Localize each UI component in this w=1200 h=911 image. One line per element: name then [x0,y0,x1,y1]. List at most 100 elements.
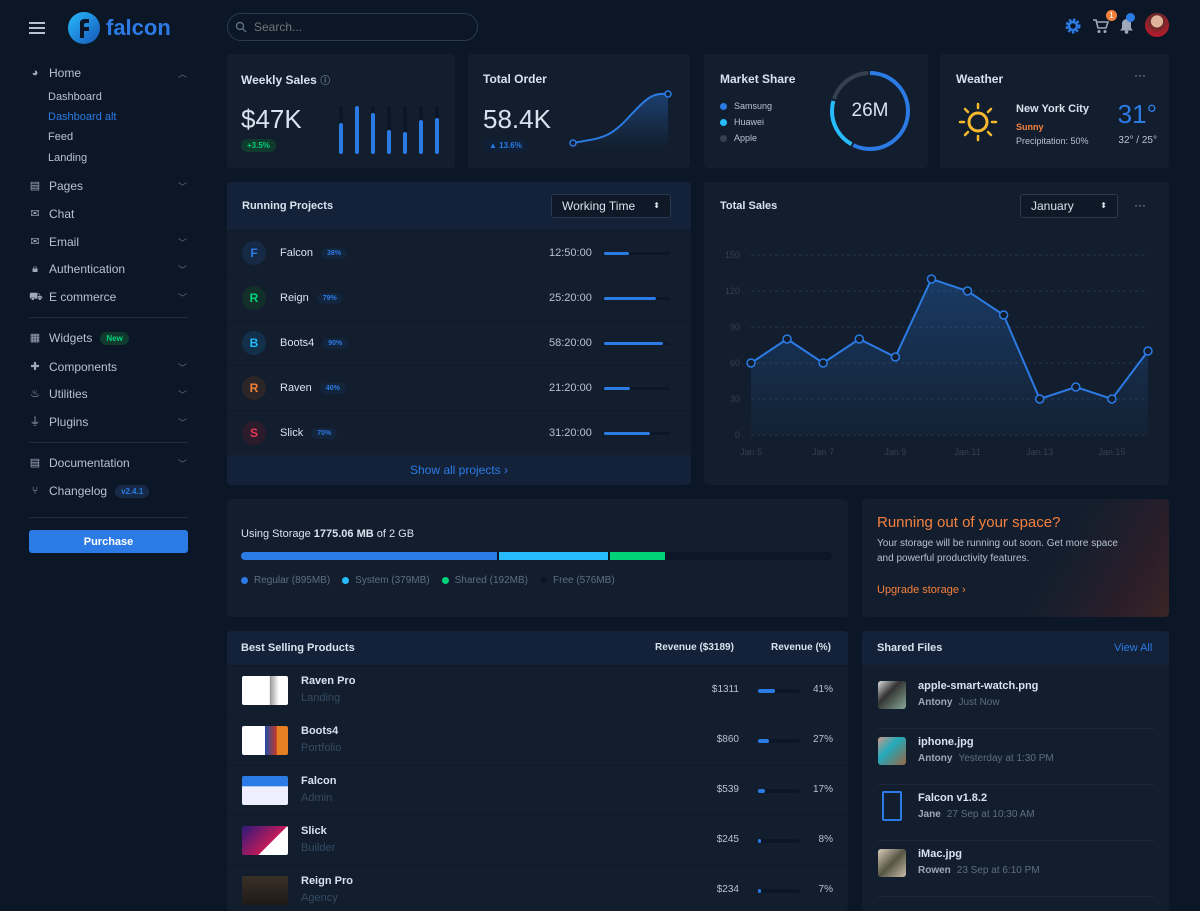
product-row[interactable]: Slick Builder $245 8% [227,815,848,865]
project-name: Raven [280,382,312,394]
project-progress-bar [604,431,670,435]
product-row[interactable]: Raven Pro Landing $1311 41% [227,665,848,715]
sidebar-item-home[interactable]: ◕ Home ︿ [29,66,189,80]
product-thumbnail [242,876,288,905]
weather-card: Weather ··· New York City Sunny Precipit… [940,54,1169,168]
sidebar-item-label: Changelog [49,484,108,498]
product-row[interactable]: Reign Pro Agency $234 7% [227,865,848,911]
file-name[interactable]: iMac.jpg [918,848,963,860]
project-percent-badge: 79% [316,292,343,304]
sales-point[interactable] [926,274,937,284]
sidebar-item-documentation[interactable]: ▤ Documentation ﹀ [29,456,189,470]
weekly-sales-title: Weekly Sales [241,73,317,87]
sales-point[interactable] [782,334,792,344]
settings-gear-icon[interactable] [1064,17,1082,35]
weekly-bar [435,118,439,154]
project-row[interactable]: F Falcon 38% 12:50:00 [227,230,691,275]
sidebar-item-changelog[interactable]: ⑂ Changelog v2.4.1 [29,484,189,498]
sales-point[interactable] [890,352,901,362]
storage-segment [499,552,608,560]
search-input[interactable] [227,13,478,41]
sidebar-sub-dashboard[interactable]: Dashboard [48,91,102,103]
cart-icon[interactable] [1092,18,1109,34]
sidebar-item-utilities[interactable]: ♨ Utilities ﹀ [29,387,189,401]
file-name[interactable]: iphone.jpg [918,736,974,748]
sidebar-item-email[interactable]: ✉ Email ﹀ [29,235,189,249]
sidebar-item-widgets[interactable]: ▦ Widgets New [29,331,189,345]
sales-point[interactable] [1034,394,1045,404]
revenue-pct-column-header[interactable]: Revenue (%) [771,642,832,653]
menu-toggle-icon[interactable] [29,22,45,34]
zip-file-icon [882,791,902,821]
sidebar-item-plugins[interactable]: ⏚ Plugins ﹀ [29,415,189,429]
sidebar-sub-feed[interactable]: Feed [48,131,74,143]
sort-icon: ⬍ [1100,201,1107,210]
project-row[interactable]: R Reign 79% 25:20:00 [227,275,691,320]
product-row[interactable]: Falcon Admin $539 17% [227,765,848,815]
puzzle-icon: ✚ [30,361,40,373]
shared-file-row[interactable]: iMac.jpg Rowen 23 Sep at 6:10 PM [878,841,1154,897]
upgrade-storage-link[interactable]: Upgrade storage › [877,584,966,596]
file-name[interactable]: apple-smart-watch.png [918,680,1039,692]
project-time: 58:20:00 [549,337,592,349]
show-all-projects-link[interactable]: Show all projects › [409,463,509,477]
purchase-button[interactable]: Purchase [29,530,188,553]
product-revenue-bar [758,689,800,693]
product-revenue-bar [758,789,800,793]
sidebar-item-authentication[interactable]: 🔒︎ Authentication ﹀ [29,262,189,276]
sidebar-item-pages[interactable]: ▤ Pages ﹀ [29,179,189,193]
sales-point[interactable] [854,334,865,344]
product-name[interactable]: Raven Pro [301,675,356,687]
month-select[interactable]: January ⬍ [1020,194,1118,218]
brand-logo[interactable]: falcon [68,12,171,44]
sales-point[interactable] [746,358,756,368]
sales-point[interactable] [1107,394,1117,404]
product-name[interactable]: Reign Pro [301,875,353,887]
info-icon[interactable]: ⓘ [320,76,331,87]
product-name[interactable]: Boots4 [301,725,339,737]
sidebar-item-components[interactable]: ✚ Components ﹀ [29,360,189,374]
sales-point[interactable] [1143,346,1153,356]
revenue-column-header[interactable]: Revenue ($3189) [655,642,734,653]
sidebar-item-chat[interactable]: ✉ Chat [29,207,189,221]
view-all-link[interactable]: View All [1114,642,1153,654]
promo-title: Running out of your space? [877,514,1061,531]
sidebar-sub-landing[interactable]: Landing [48,152,88,164]
legend-dot [720,102,727,110]
sort-icon: ⬍ [653,201,660,210]
user-avatar[interactable] [1145,13,1169,37]
working-time-select[interactable]: Working Time ⬍ [551,194,671,218]
product-name[interactable]: Falcon [301,775,337,787]
legend-dot [342,577,350,584]
weekly-sales-value: $47K [241,104,302,134]
book-icon: ▤ [29,457,41,469]
product-row[interactable]: Boots4 Portfolio $860 27% [227,715,848,765]
y-tick-label: 120 [725,286,740,296]
shared-file-row[interactable]: iphone.jpg Antony Yesterday at 1:30 PM [878,729,1154,785]
product-revenue: $1311 [711,684,739,695]
sales-point[interactable] [998,310,1009,320]
project-row[interactable]: S Slick 70% 31:20:00 [227,410,691,455]
weekly-bar-track [419,106,423,154]
file-name[interactable]: Falcon v1.8.2 [918,792,988,804]
donut-slice-huawei [830,71,910,151]
sidebar-sub-dashboard-alt[interactable]: Dashboard alt [48,111,117,123]
project-progress-bar [604,296,670,300]
more-options-icon[interactable]: ··· [1134,198,1146,212]
sidebar-item-e-commerce[interactable]: ⛟ E commerce ﹀ [29,290,189,304]
sales-point[interactable] [962,286,973,296]
x-tick-label: Jan 7 [812,447,834,457]
sales-point[interactable] [1071,382,1081,392]
project-name: Boots4 [280,337,315,349]
shared-file-row[interactable]: Falcon v1.8.2 Jane 27 Sep at 10:30 AM [878,785,1154,841]
project-name: Slick [280,427,304,439]
product-name[interactable]: Slick [301,825,327,837]
shared-file-row[interactable]: apple-smart-watch.png Antony Just Now [878,673,1154,729]
weekly-bar [403,132,407,154]
project-row[interactable]: B Boots4 90% 58:20:00 [227,320,691,365]
sidebar-item-label: Authentication [49,262,126,276]
project-avatar: B [242,331,266,355]
project-row[interactable]: R Raven 40% 21:20:00 [227,365,691,410]
sales-point[interactable] [818,358,828,368]
more-options-icon[interactable]: ··· [1134,68,1146,82]
